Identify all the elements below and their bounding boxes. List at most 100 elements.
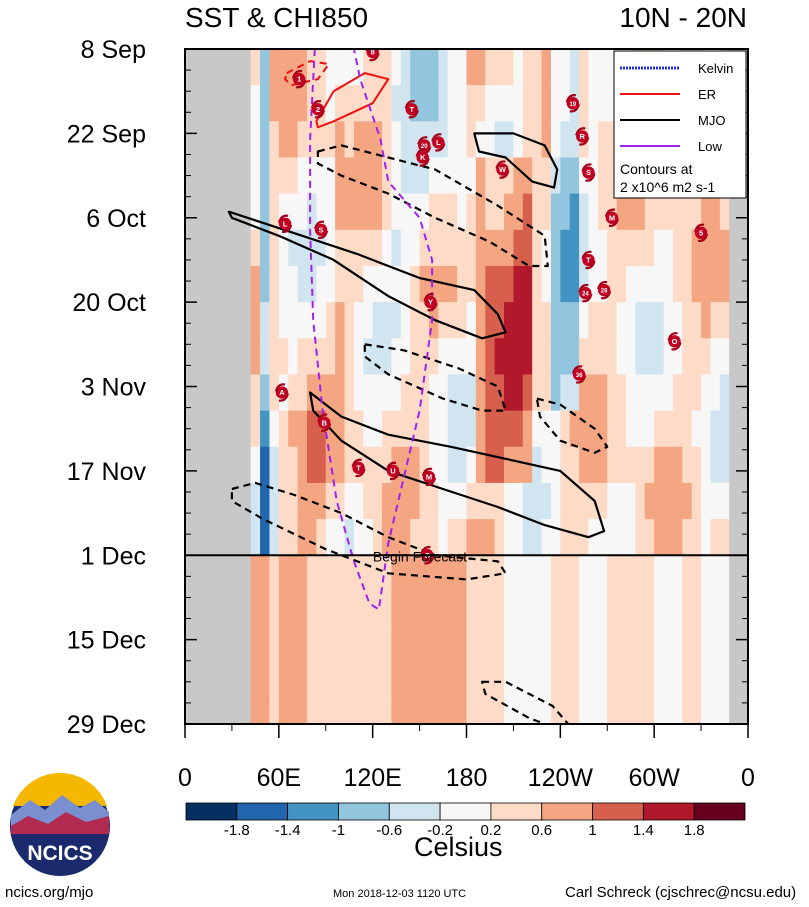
x-tick-label: 120W — [528, 764, 594, 792]
sst-cell — [297, 157, 308, 195]
sst-cell — [663, 265, 674, 303]
sst-cell — [569, 627, 580, 665]
sst-cell — [672, 229, 683, 267]
sst-cell — [344, 157, 355, 195]
sst-cell — [550, 193, 561, 231]
storm-marker: B — [317, 413, 332, 432]
sst-cell — [447, 85, 458, 122]
storm-markers: 812T20LKW19RSMLS5T2428YO36ABTUMO — [274, 49, 709, 565]
sst-cell — [569, 229, 580, 267]
sst-cell — [560, 121, 571, 159]
sst-cell — [241, 157, 252, 195]
sst-cell — [438, 49, 449, 86]
sst-cell — [550, 519, 561, 556]
sst-cell — [185, 229, 195, 267]
sst-cell — [447, 302, 458, 339]
sst-cell — [363, 157, 374, 195]
sst-cell — [325, 229, 336, 267]
sst-cell — [438, 446, 449, 484]
storm-dot — [416, 151, 429, 164]
sst-cell — [288, 121, 299, 159]
sst-cell — [626, 265, 636, 303]
storm-dot — [582, 166, 595, 179]
sst-cell — [729, 446, 740, 484]
sst-cell — [550, 374, 561, 412]
sst-cell — [344, 338, 355, 376]
sst-cell — [485, 338, 496, 376]
sst-cell — [241, 121, 252, 159]
y-tick-label: 22 Sep — [67, 120, 146, 148]
sst-cell — [400, 302, 411, 339]
sst-cell — [466, 699, 477, 724]
sst-cell — [522, 663, 533, 701]
sst-cell — [504, 555, 515, 593]
sst-cell — [260, 591, 271, 629]
sst-cell — [532, 85, 543, 122]
sst-cell — [316, 555, 327, 593]
sst-cell — [569, 446, 580, 484]
sst-cell — [288, 446, 299, 484]
sst-cell — [475, 446, 486, 484]
storm-marker: U — [385, 461, 401, 481]
sst-cell — [466, 229, 477, 267]
sst-cell — [494, 519, 505, 556]
sst-cell — [382, 49, 393, 86]
sst-cell — [241, 482, 252, 520]
sst-cell — [222, 121, 233, 159]
sst-cell — [597, 519, 608, 556]
sst-cell — [597, 410, 608, 448]
sst-cell — [682, 519, 693, 556]
sst-cell — [213, 410, 224, 448]
sst-cell — [400, 519, 411, 556]
colorbar-swatch — [439, 802, 492, 821]
sst-cell — [382, 229, 393, 267]
sst-cell — [579, 229, 590, 267]
sst-cell — [288, 157, 299, 195]
sst-cell — [260, 49, 271, 86]
sst-cell — [504, 121, 515, 159]
sst-cell — [231, 85, 242, 122]
storm-label: S — [586, 168, 591, 177]
sst-cell — [438, 229, 449, 267]
sst-cell — [522, 699, 533, 724]
sst-cell — [457, 555, 468, 593]
sst-cell — [316, 519, 327, 556]
sst-cell — [419, 663, 430, 701]
sst-cell — [475, 265, 486, 303]
sst-cell — [306, 410, 317, 448]
sst-cell — [231, 193, 242, 231]
sst-cell — [231, 229, 242, 267]
sst-cell — [522, 85, 533, 122]
sst-cell — [626, 591, 636, 629]
sst-cell — [185, 49, 195, 86]
sst-cell — [344, 193, 355, 231]
sst-cell — [260, 229, 271, 267]
sst-cell — [410, 627, 421, 665]
sst-cell — [306, 193, 317, 231]
sst-cell — [644, 482, 655, 520]
colorbar-swatch — [642, 802, 695, 821]
sst-cell — [400, 482, 411, 520]
sst-cell — [701, 229, 712, 267]
sst-cell — [353, 157, 364, 195]
sst-cell — [635, 338, 646, 376]
colorbar-swatch — [693, 802, 746, 821]
sst-cell — [504, 49, 515, 86]
sst-cell — [738, 446, 748, 484]
sst-cell — [391, 338, 402, 376]
sst-cell — [635, 193, 646, 231]
sst-cell — [672, 591, 683, 629]
sst-cell — [353, 627, 364, 665]
sst-cell — [710, 519, 721, 556]
sst-cell — [306, 519, 317, 556]
sst-cell — [185, 555, 195, 593]
storm-label: 28 — [601, 289, 608, 295]
sst-cell — [644, 338, 655, 376]
sst-cell — [410, 482, 421, 520]
sst-cell — [663, 302, 674, 339]
sst-cell — [710, 302, 721, 339]
sst-cell — [278, 229, 289, 267]
sst-cell — [288, 85, 299, 122]
sst-cell — [569, 338, 580, 376]
sst-cell — [475, 302, 486, 339]
